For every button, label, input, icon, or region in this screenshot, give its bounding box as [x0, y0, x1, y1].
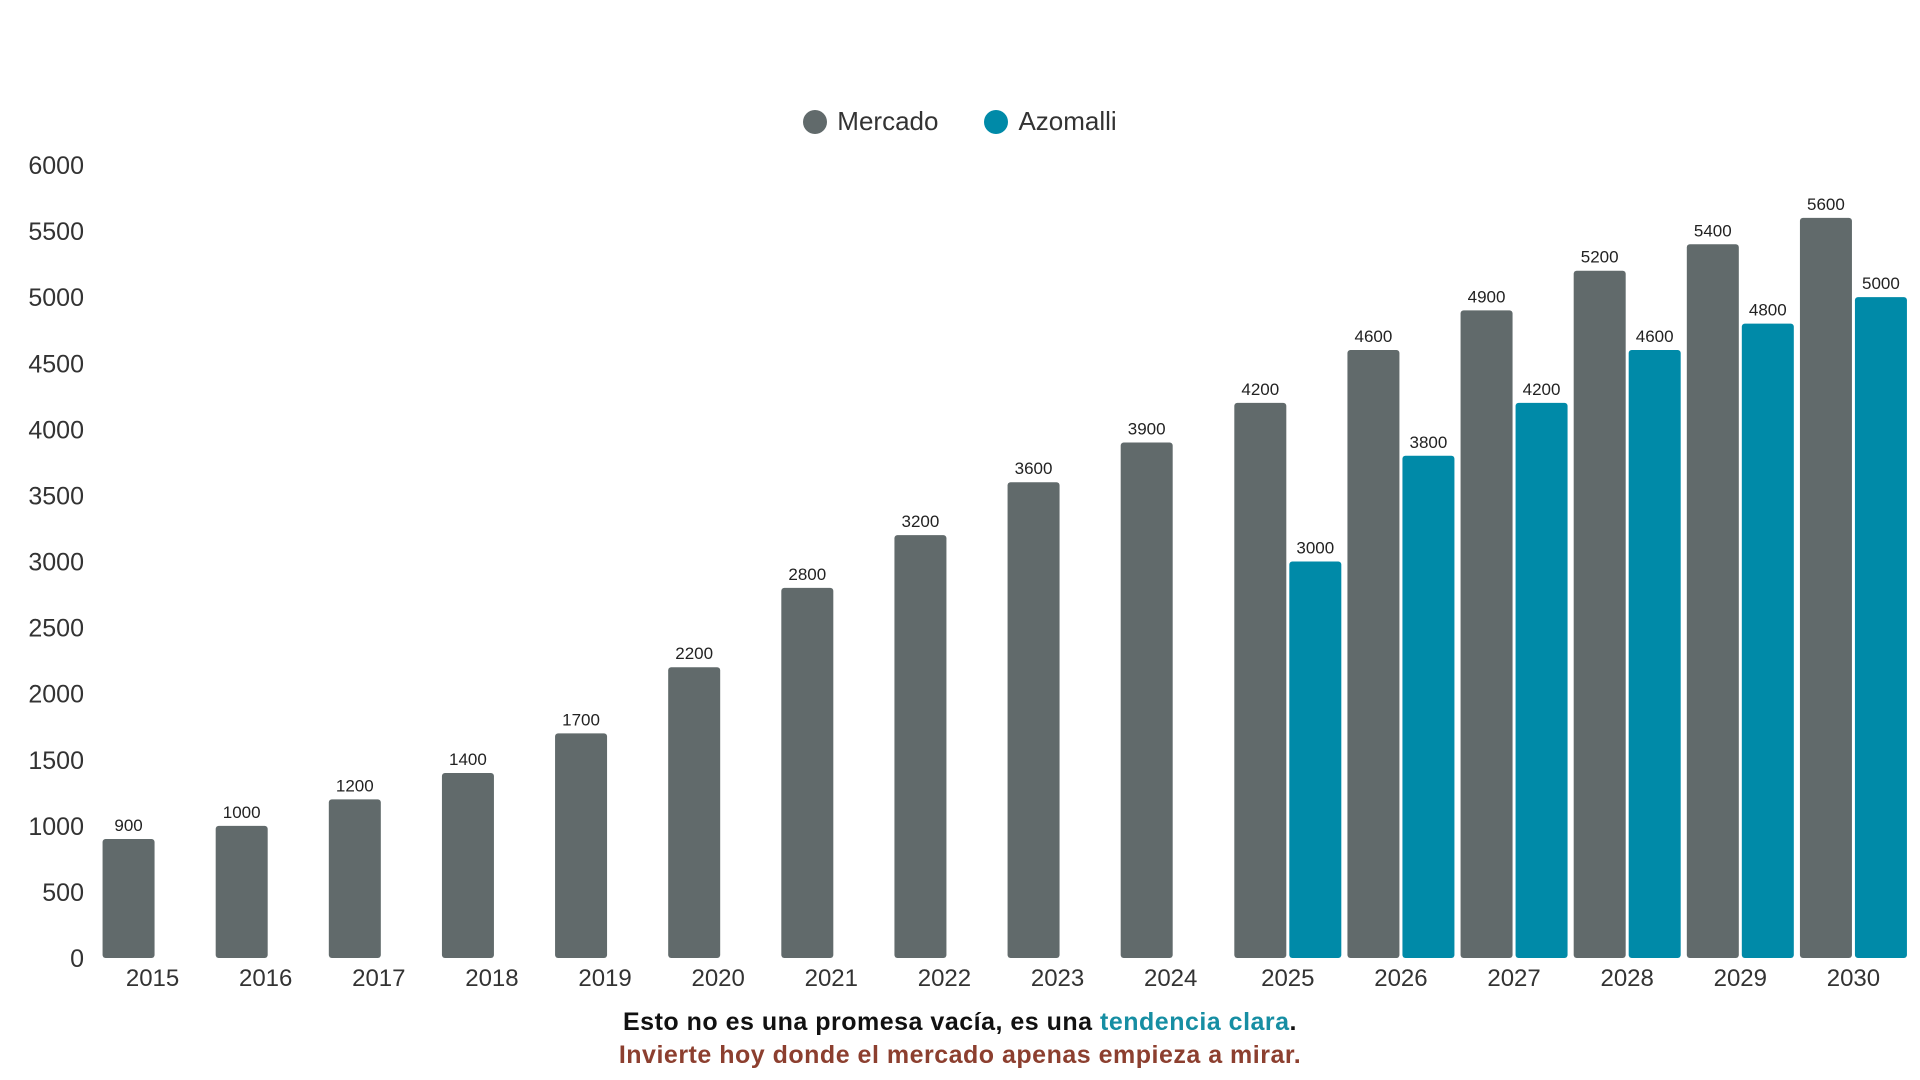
- bar-mercado: [215, 825, 268, 958]
- y-tick-label: 1000: [28, 813, 84, 841]
- data-label-azomalli: 5000: [1862, 274, 1900, 293]
- x-tick-label: 2029: [1714, 965, 1767, 992]
- bar-mercado: [1460, 310, 1513, 959]
- bar-mercado: [1007, 482, 1060, 958]
- bar-mercado: [1799, 217, 1852, 958]
- x-tick-label: 2024: [1144, 965, 1197, 992]
- x-tick-label: 2028: [1600, 965, 1653, 992]
- x-tick-label: 2023: [1031, 965, 1084, 992]
- y-tick-label: 3000: [28, 549, 84, 577]
- data-label-azomalli: 4800: [1749, 301, 1787, 320]
- x-tick-label: 2027: [1487, 965, 1540, 992]
- data-label-mercado: 1400: [449, 750, 487, 769]
- bar-mercado: [102, 839, 155, 958]
- bar-azomalli: [1854, 297, 1907, 959]
- y-tick-label: 4500: [28, 350, 84, 378]
- caption: Esto no es una promesa vacía, es una ten…: [0, 1006, 1920, 1072]
- data-label-mercado: 2800: [788, 565, 826, 584]
- bar-azomalli: [1515, 402, 1568, 958]
- bar-mercado: [1686, 244, 1739, 959]
- bar-mercado: [328, 799, 381, 958]
- data-label-mercado: 5400: [1694, 221, 1732, 240]
- y-tick-label: 500: [42, 879, 84, 907]
- data-label-mercado: 2200: [675, 644, 713, 663]
- bar-mercado: [441, 772, 494, 958]
- bar-mercado: [781, 587, 834, 958]
- x-tick-label: 2016: [239, 965, 292, 992]
- x-tick-label: 2026: [1374, 965, 1427, 992]
- caption-line-2: Invierte hoy donde el mercado apenas emp…: [618, 1041, 1302, 1069]
- legend-swatch-mercado: [803, 109, 828, 134]
- bar-mercado: [668, 667, 721, 958]
- bar-mercado: [1573, 270, 1626, 958]
- x-tick-label: 2015: [126, 965, 179, 992]
- data-label-azomalli: 3800: [1410, 433, 1448, 452]
- x-tick-label: 2019: [578, 965, 631, 992]
- data-label-mercado: 4900: [1468, 287, 1506, 306]
- y-tick-label: 5500: [28, 218, 84, 246]
- caption-text: Esto no es una promesa vacía, es una: [623, 1008, 1101, 1036]
- x-tick-label: 2017: [352, 965, 405, 992]
- bar-mercado: [555, 733, 608, 958]
- legend-label-mercado: Mercado: [837, 106, 939, 136]
- data-label-mercado: 4200: [1241, 380, 1279, 399]
- bar-mercado: [1347, 350, 1400, 958]
- data-label-azomalli: 3000: [1296, 539, 1334, 558]
- y-tick-label: 6000: [28, 152, 84, 180]
- y-tick-label: 2500: [28, 615, 84, 643]
- data-label-mercado: 3600: [1015, 459, 1053, 478]
- caption-highlight: tendencia clara: [1100, 1008, 1290, 1036]
- caption-period: .: [1289, 1008, 1297, 1036]
- y-tick-label: 2000: [28, 681, 84, 709]
- data-label-azomalli: 4200: [1523, 380, 1561, 399]
- x-tick-label: 2022: [918, 965, 971, 992]
- data-label-mercado: 900: [114, 816, 142, 835]
- x-tick-label: 2020: [691, 965, 744, 992]
- y-tick-label: 0: [70, 945, 84, 973]
- data-label-mercado: 1200: [336, 776, 374, 795]
- data-label-mercado: 5200: [1581, 248, 1619, 267]
- legend-item-mercado: Mercado: [803, 106, 938, 137]
- bar-azomalli: [1628, 350, 1681, 958]
- data-label-mercado: 5600: [1807, 195, 1845, 214]
- legend-swatch-azomalli: [984, 109, 1009, 134]
- x-tick-label: 2021: [805, 965, 858, 992]
- data-label-mercado: 4600: [1355, 327, 1393, 346]
- x-tick-label: 2018: [465, 965, 518, 992]
- y-tick-label: 1500: [28, 747, 84, 775]
- bar-mercado: [1120, 442, 1173, 958]
- y-tick-label: 5000: [28, 284, 84, 312]
- bar-azomalli: [1402, 455, 1455, 958]
- y-tick-label: 4000: [28, 416, 84, 444]
- x-tick-label: 2030: [1827, 965, 1880, 992]
- bar-azomalli: [1741, 323, 1794, 959]
- legend-item-azomalli: Azomalli: [984, 106, 1117, 137]
- data-label-azomalli: 4600: [1636, 327, 1674, 346]
- data-label-mercado: 3900: [1128, 420, 1166, 439]
- y-tick-label: 3500: [28, 482, 84, 510]
- legend: Mercado Azomalli: [0, 106, 1920, 137]
- bar-mercado: [894, 535, 947, 958]
- legend-label-azomalli: Azomalli: [1018, 106, 1117, 136]
- data-label-mercado: 1700: [562, 710, 600, 729]
- bar-azomalli: [1289, 561, 1342, 958]
- data-label-mercado: 3200: [902, 512, 940, 531]
- bar-mercado: [1234, 402, 1287, 958]
- x-tick-label: 2025: [1261, 965, 1314, 992]
- caption-line-1: Esto no es una promesa vacía, es una ten…: [0, 1006, 1920, 1039]
- data-label-mercado: 1000: [223, 803, 261, 822]
